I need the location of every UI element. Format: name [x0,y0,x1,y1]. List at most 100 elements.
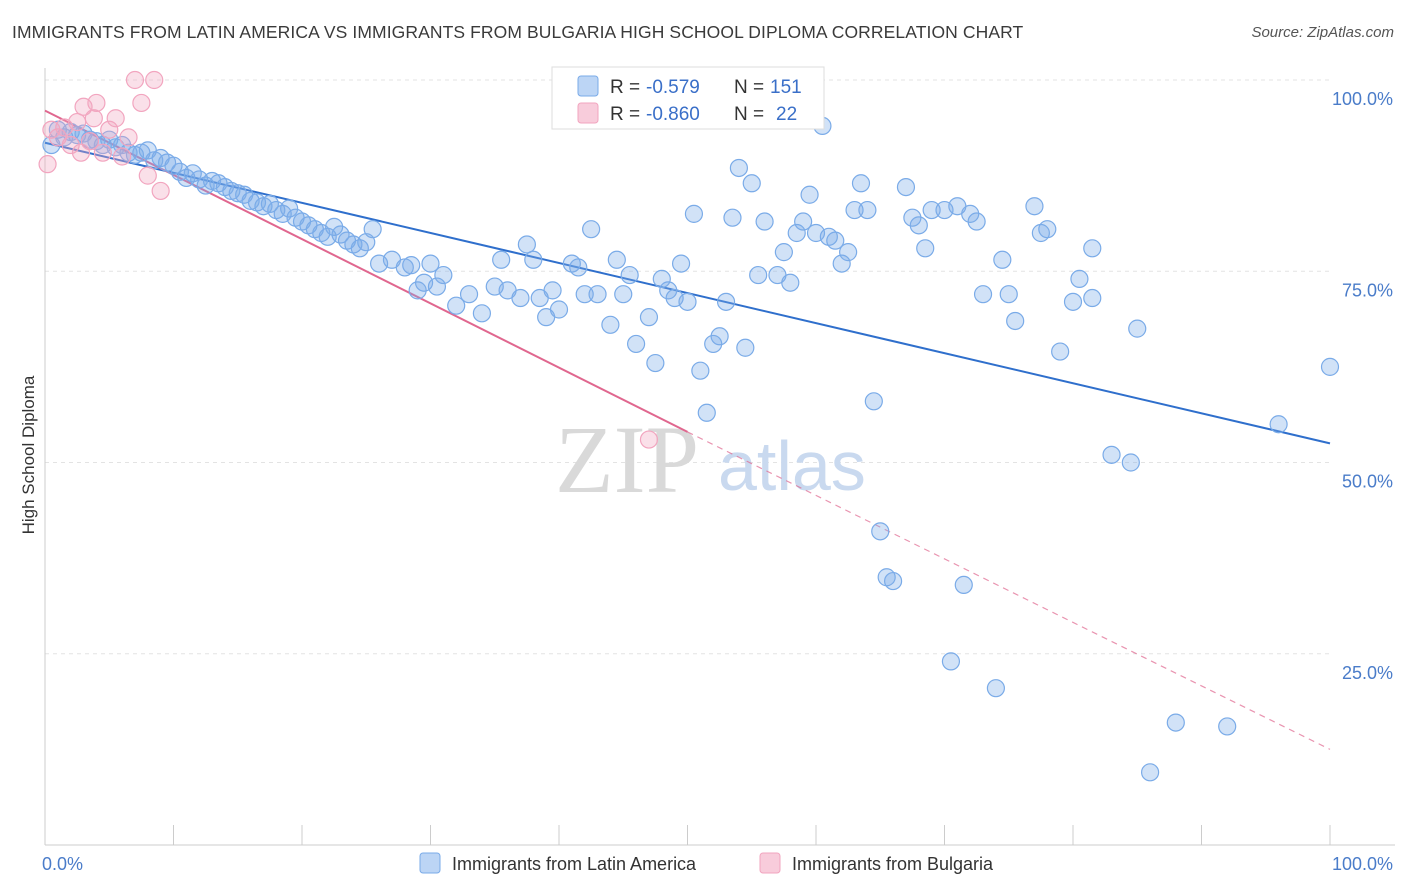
point-latin-america-72 [549,300,569,319]
point-latin-america-142 [1070,269,1089,288]
legend-r-label-latin: R = [610,77,640,98]
point-latin-america-78 [601,315,620,334]
x-tick-label-0: 0.0% [42,854,83,874]
point-latin-america-140 [1051,342,1070,361]
point-latin-america-120 [883,571,903,591]
point-latin-america-136 [1006,311,1025,331]
point-latin-america-113 [839,243,858,262]
point-latin-america-137 [1025,197,1044,216]
chart-title: IMMIGRANTS FROM LATIN AMERICA VS IMMIGRA… [12,22,1024,42]
y-tick-label-0: 25.0% [1342,663,1393,683]
legend-r-value-bulgaria: -0.860 [646,104,700,125]
point-bulgaria-14 [119,128,138,147]
point-latin-america-74 [569,258,588,277]
point-bulgaria-16 [132,93,151,113]
y-tick-label-2: 75.0% [1342,280,1393,300]
point-latin-america-114 [845,200,864,220]
point-latin-america-85 [652,269,671,288]
point-latin-america-58 [427,277,447,296]
point-bulgaria-4 [68,112,87,132]
axes [44,68,1395,846]
point-latin-america-118 [871,522,890,541]
point-bulgaria-18 [145,70,164,90]
legend-r-value-latin: -0.579 [646,77,700,98]
point-latin-america-146 [1121,453,1140,472]
point-latin-america-152 [1320,357,1340,376]
point-latin-america-98 [736,338,755,357]
trend-line-bulgaria-extension [687,431,1331,750]
point-latin-america-59 [434,265,453,285]
x-tick-labels: 0.0% 100.0% [42,854,1393,874]
point-latin-america-57 [421,254,440,273]
point-latin-america-79 [607,250,626,269]
point-latin-america-50 [363,220,382,239]
point-latin-america-75 [575,285,594,304]
point-latin-america-148 [1140,763,1160,782]
point-latin-america-124 [916,239,935,258]
point-latin-america-117 [864,392,883,411]
legend-n-label-bulgaria: N = [734,104,764,125]
watermark-zip: ZIP [555,406,699,513]
point-latin-america-61 [459,285,479,304]
point-latin-america-105 [787,223,806,243]
source-note: Source: ZipAtlas.com [1251,24,1394,41]
legend-bottom-swatch-bulgaria [759,852,781,874]
point-latin-america-96 [723,208,742,227]
point-latin-america-84 [646,353,665,373]
point-latin-america-64 [492,250,511,269]
point-latin-america-127 [941,652,961,671]
point-latin-america-90 [684,204,704,223]
x-tick-label-1: 100.0% [1332,854,1393,874]
point-latin-america-133 [986,679,1006,698]
watermark: ZIP atlas [555,406,866,513]
legend-swatch-latin [577,75,599,97]
point-bulgaria-7 [80,132,100,151]
point-bulgaria-3 [61,135,80,155]
point-bulgaria-21 [639,430,659,449]
trend-line-bulgaria [44,109,688,433]
legend-series: Immigrants from Latin America Immigrants… [419,852,994,874]
point-latin-america-101 [755,212,774,231]
point-latin-america-131 [967,212,986,231]
legend-swatch-bulgaria [577,102,599,124]
point-latin-america-83 [639,308,659,327]
point-bulgaria-13 [112,147,132,166]
point-latin-america-141 [1063,292,1083,311]
point-latin-america-107 [800,185,819,204]
point-latin-america-99 [742,174,761,193]
legend-n-value-bulgaria: 22 [776,104,797,125]
point-latin-america-68 [524,250,543,269]
point-latin-america-149 [1166,713,1185,732]
point-latin-america-37 [280,199,299,218]
point-latin-america-115 [851,174,871,193]
point-latin-america-112 [832,254,851,273]
point-latin-america-76 [582,220,601,239]
point-latin-america-92 [697,403,716,422]
legend-n-label-latin: N = [734,77,764,98]
point-latin-america-100 [749,265,768,285]
point-bulgaria-11 [106,109,125,128]
point-bulgaria-20 [38,155,57,174]
y-tick-labels: 25.0% 50.0% 75.0% 100.0% [1332,89,1393,683]
point-bulgaria-17 [138,166,157,185]
point-latin-america-66 [511,288,530,308]
point-latin-america-123 [909,216,928,235]
gridlines [45,79,1330,655]
point-latin-america-111 [826,231,845,250]
point-latin-america-103 [774,243,793,262]
point-latin-america-104 [781,273,800,292]
point-latin-america-77 [588,285,607,304]
y-axis-label: High School Diploma [19,375,38,534]
point-latin-america-129 [954,575,973,595]
point-bulgaria-8 [84,109,103,128]
legend-bottom-label-bulgaria: Immigrants from Bulgaria [792,854,994,874]
point-latin-america-147 [1128,319,1147,338]
point-latin-america-106 [794,212,813,231]
point-latin-america-116 [858,200,877,220]
watermark-atlas: atlas [718,427,866,505]
point-bulgaria-9 [87,93,106,113]
point-latin-america-67 [517,235,536,254]
point-latin-america-71 [543,281,562,300]
point-latin-america-94 [710,327,729,346]
